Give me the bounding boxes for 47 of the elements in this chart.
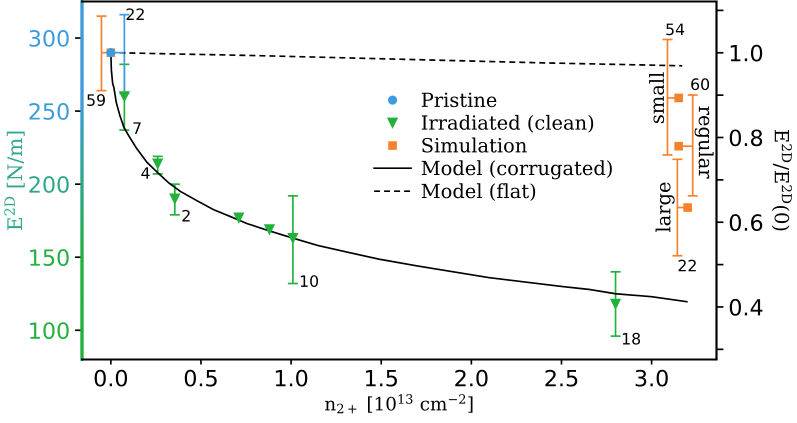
x-tick-label: 1.0 <box>276 370 308 387</box>
point <box>610 298 621 310</box>
annotation: 54 <box>666 24 684 36</box>
x-tick-label: 2.5 <box>545 370 578 387</box>
y2-tick-label: 1.0 <box>730 44 762 62</box>
legend-label: Simulation <box>422 138 527 153</box>
annotation: 22 <box>126 8 144 20</box>
legend-label: Model (corrugated) <box>422 160 612 180</box>
annotation: 22 <box>678 260 696 272</box>
y-tick-label: 250 <box>29 103 69 120</box>
point <box>152 158 163 169</box>
legend-label: Irradiated (clean) <box>422 114 594 133</box>
annotation: 60 <box>691 78 710 90</box>
x-tick-label: 2.0 <box>455 370 488 387</box>
annotation: 4 <box>141 167 150 179</box>
annotation: 59 <box>87 94 105 106</box>
y2-axis-title: E$^{2D}$/E$^{2D}$(0) <box>772 130 792 230</box>
y-tick-label: 150 <box>30 249 69 266</box>
x-tick-label: 3.0 <box>636 370 668 387</box>
x-tick-label: 1.5 <box>366 370 397 387</box>
point <box>288 233 298 244</box>
point <box>674 94 683 102</box>
x-tick-label: 0.5 <box>184 370 217 387</box>
point <box>234 212 244 223</box>
y-axis-title: E$^{2D}$ [N/m] <box>4 132 25 230</box>
annotation: 18 <box>622 332 640 345</box>
y2-tick-label: 0.8 <box>730 129 762 146</box>
x-axis-title: n$_{2+}$ [10$^{13}$ cm$^{−2}$] <box>325 394 472 414</box>
point <box>170 194 180 204</box>
point <box>119 91 130 102</box>
point <box>674 142 683 150</box>
y2-tick-label: 0.6 <box>730 214 762 231</box>
annotation: 10 <box>300 275 318 288</box>
y-tick-label: 200 <box>29 176 69 193</box>
annotation: 7 <box>133 122 141 134</box>
annotation: regular <box>694 106 714 179</box>
point <box>264 224 275 235</box>
y-tick-label: 300 <box>29 30 69 47</box>
annotation: 2 <box>182 210 190 222</box>
point <box>683 203 692 212</box>
x-tick-label: 0.0 <box>94 370 128 387</box>
y2-tick-label: 0.4 <box>730 298 762 316</box>
legend-label: Model (flat) <box>422 183 536 202</box>
legend-label: Pristine <box>422 92 496 108</box>
annotation: small <box>649 72 664 124</box>
annotation: large <box>656 182 675 232</box>
y-tick-label: 100 <box>30 322 69 340</box>
